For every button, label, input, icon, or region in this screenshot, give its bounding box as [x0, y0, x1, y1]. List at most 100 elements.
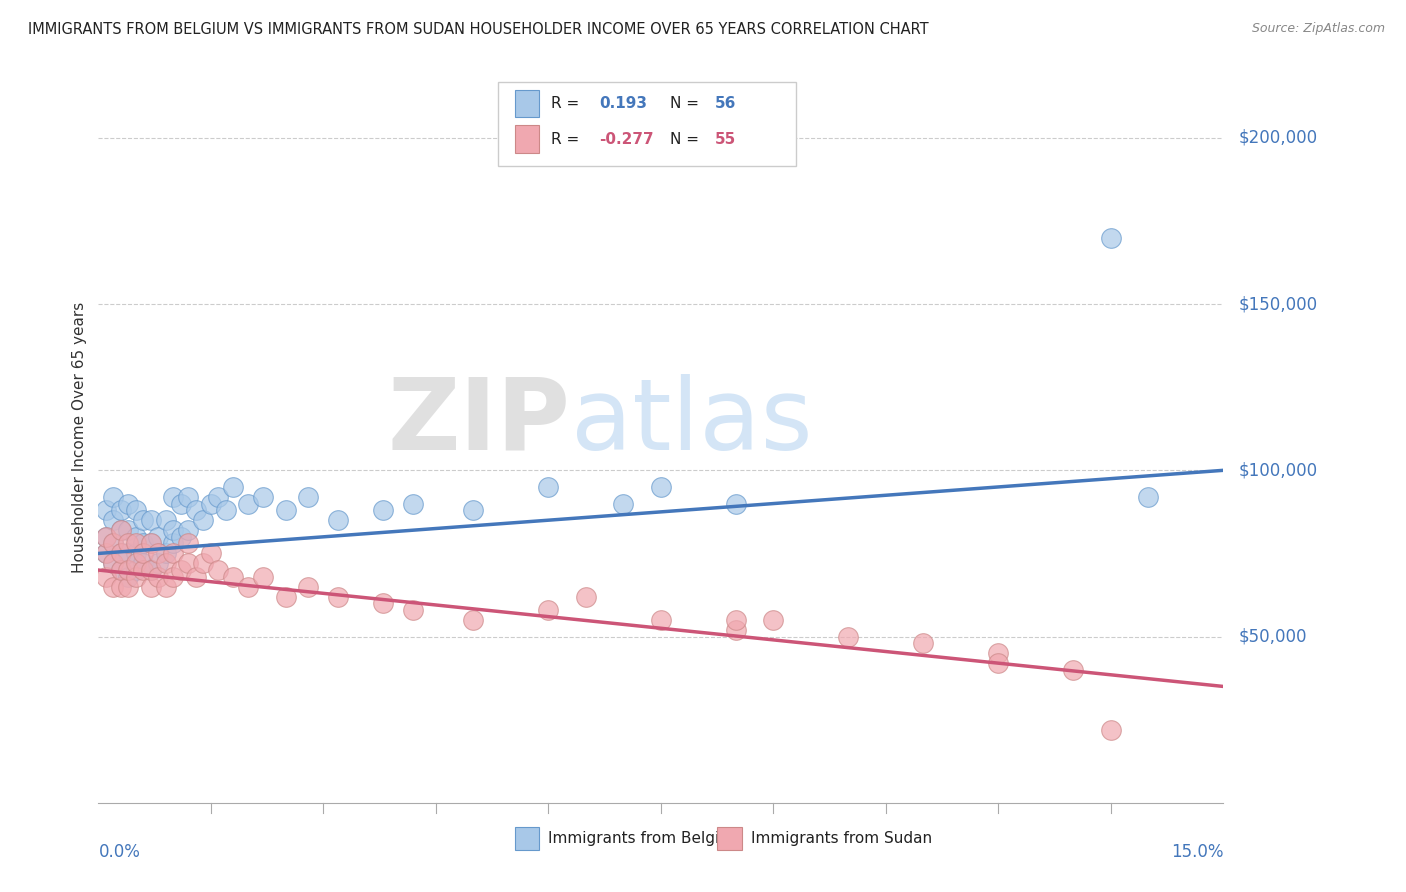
Point [252, 490, 274, 504]
Point [162, 570, 184, 584]
Point [125, 570, 148, 584]
Point [125, 536, 148, 550]
Text: $200,000: $200,000 [1239, 128, 1317, 147]
Point [110, 563, 132, 577]
Point [297, 580, 319, 594]
Point [110, 503, 132, 517]
Point [103, 536, 125, 550]
Point [155, 580, 177, 594]
Text: 0.193: 0.193 [599, 96, 647, 111]
Point [132, 513, 155, 527]
Point [1099, 230, 1122, 244]
Point [103, 513, 125, 527]
Point [155, 513, 177, 527]
Point [184, 503, 207, 517]
Point [132, 546, 155, 560]
Point [148, 530, 170, 544]
Point [987, 656, 1010, 670]
Point [148, 546, 170, 560]
Point [94, 530, 117, 544]
Point [125, 563, 148, 577]
Point [162, 490, 184, 504]
Text: 0.0%: 0.0% [98, 843, 141, 861]
Point [139, 513, 162, 527]
Text: IMMIGRANTS FROM BELGIUM VS IMMIGRANTS FROM SUDAN HOUSEHOLDER INCOME OVER 65 YEAR: IMMIGRANTS FROM BELGIUM VS IMMIGRANTS FR… [28, 22, 929, 37]
Point [132, 557, 155, 571]
Point [373, 596, 395, 610]
Point [117, 570, 139, 584]
Point [724, 497, 747, 511]
Point [238, 497, 260, 511]
Text: Immigrants from Belgium: Immigrants from Belgium [548, 831, 744, 847]
Point [252, 570, 274, 584]
FancyBboxPatch shape [515, 126, 540, 153]
Point [177, 536, 200, 550]
Point [117, 546, 139, 560]
Point [94, 546, 117, 560]
Point [724, 623, 747, 637]
Point [762, 613, 785, 627]
Text: N =: N = [669, 96, 699, 111]
Point [215, 503, 238, 517]
Point [177, 523, 200, 537]
FancyBboxPatch shape [498, 82, 796, 167]
Point [94, 503, 117, 517]
Point [139, 563, 162, 577]
Point [103, 580, 125, 594]
Point [103, 557, 125, 571]
Point [110, 563, 132, 577]
Text: 55: 55 [714, 132, 737, 147]
Point [724, 613, 747, 627]
Point [200, 546, 222, 560]
Point [155, 546, 177, 560]
Point [117, 580, 139, 594]
FancyBboxPatch shape [717, 827, 742, 850]
Point [139, 580, 162, 594]
Point [222, 570, 245, 584]
Point [103, 490, 125, 504]
Point [912, 636, 935, 650]
FancyBboxPatch shape [515, 89, 540, 118]
Point [612, 497, 634, 511]
Point [193, 513, 215, 527]
Point [110, 546, 132, 560]
Point [139, 536, 162, 550]
Text: ZIP: ZIP [388, 374, 571, 471]
Text: R =: R = [551, 96, 579, 111]
Point [132, 536, 155, 550]
Point [200, 497, 222, 511]
Point [148, 570, 170, 584]
Point [177, 490, 200, 504]
Point [184, 570, 207, 584]
Point [110, 523, 132, 537]
Point [117, 536, 139, 550]
Point [575, 590, 598, 604]
Point [1062, 663, 1084, 677]
Point [110, 580, 132, 594]
Point [274, 503, 297, 517]
Point [139, 536, 162, 550]
Point [125, 530, 148, 544]
Point [1099, 723, 1122, 737]
Text: Source: ZipAtlas.com: Source: ZipAtlas.com [1251, 22, 1385, 36]
Point [103, 536, 125, 550]
Point [162, 523, 184, 537]
Point [274, 590, 297, 604]
Point [238, 580, 260, 594]
Point [373, 503, 395, 517]
Point [193, 557, 215, 571]
FancyBboxPatch shape [515, 827, 540, 850]
Point [162, 546, 184, 560]
Point [207, 563, 229, 577]
Point [139, 563, 162, 577]
Text: R =: R = [551, 132, 579, 147]
Point [117, 523, 139, 537]
Point [1137, 490, 1160, 504]
Point [222, 480, 245, 494]
Point [125, 557, 148, 571]
Point [103, 557, 125, 571]
Text: 15.0%: 15.0% [1171, 843, 1223, 861]
Point [110, 546, 132, 560]
Point [463, 503, 485, 517]
Text: $150,000: $150,000 [1239, 295, 1317, 313]
